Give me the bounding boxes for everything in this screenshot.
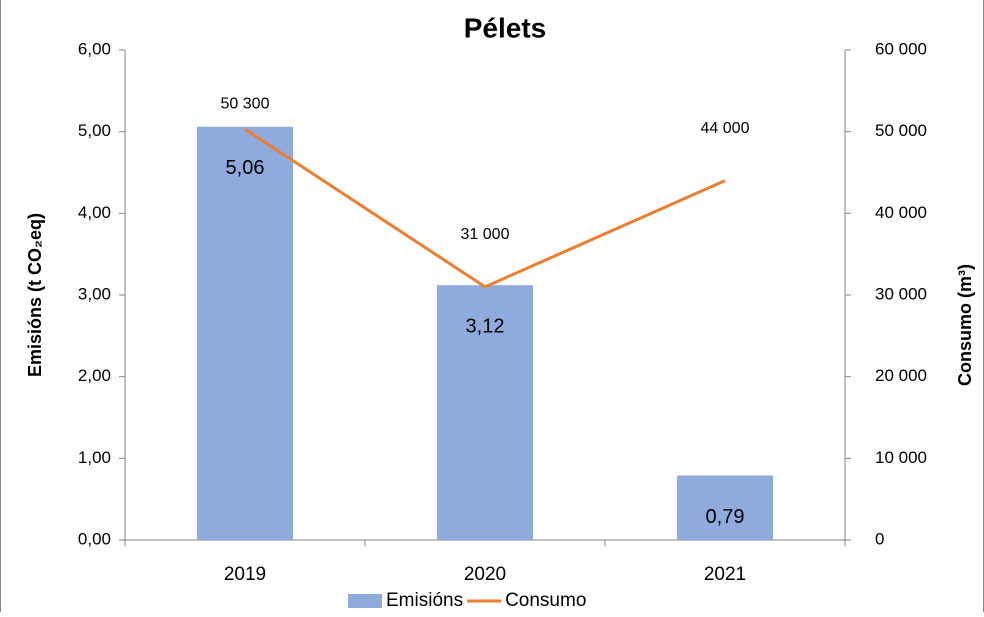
- y-tick-label: 0,00: [78, 529, 111, 548]
- x-tick-label: 2019: [224, 564, 266, 585]
- y2-tick-label: 20 000: [875, 366, 927, 385]
- line: [244, 127, 726, 289]
- line-value-label: 31 000: [461, 226, 510, 243]
- bar: [437, 285, 533, 540]
- legend-swatch: [348, 594, 382, 608]
- line-value-label: 44 000: [701, 120, 750, 137]
- y2-tick-label: 50 000: [875, 121, 927, 140]
- y-tick-label: 4,00: [78, 203, 111, 222]
- y2-tick-label: 40 000: [875, 203, 927, 222]
- legend-label: Consumo: [505, 590, 586, 611]
- y-axis-label: Emisións (t CO₂eq): [25, 213, 45, 377]
- y-tick-label: 6,00: [78, 39, 111, 58]
- y2-tick-label: 30 000: [875, 284, 927, 303]
- y2-tick-label: 10 000: [875, 448, 927, 467]
- bar-value-label: 3,12: [466, 315, 505, 337]
- bar-value-label: 5,06: [226, 157, 265, 179]
- bar: [677, 475, 773, 540]
- y2-axis-label: Consumo (m³): [955, 264, 975, 386]
- y-tick-label: 3,00: [78, 284, 111, 303]
- y-tick-label: 2,00: [78, 366, 111, 385]
- y2-tick-label: 60 000: [875, 39, 927, 58]
- y2-tick-label: 0: [875, 529, 884, 548]
- legend-label: Emisións: [386, 590, 463, 611]
- chart-title: Pélets: [464, 12, 547, 43]
- bar-value-label: 0,79: [706, 506, 745, 528]
- x-tick-label: 2021: [704, 564, 746, 585]
- line-value-label: 50 300: [221, 95, 270, 112]
- bar: [197, 126, 293, 541]
- x-tick-label: 2020: [464, 564, 506, 585]
- y-tick-label: 5,00: [78, 121, 111, 140]
- y-tick-label: 1,00: [78, 448, 111, 467]
